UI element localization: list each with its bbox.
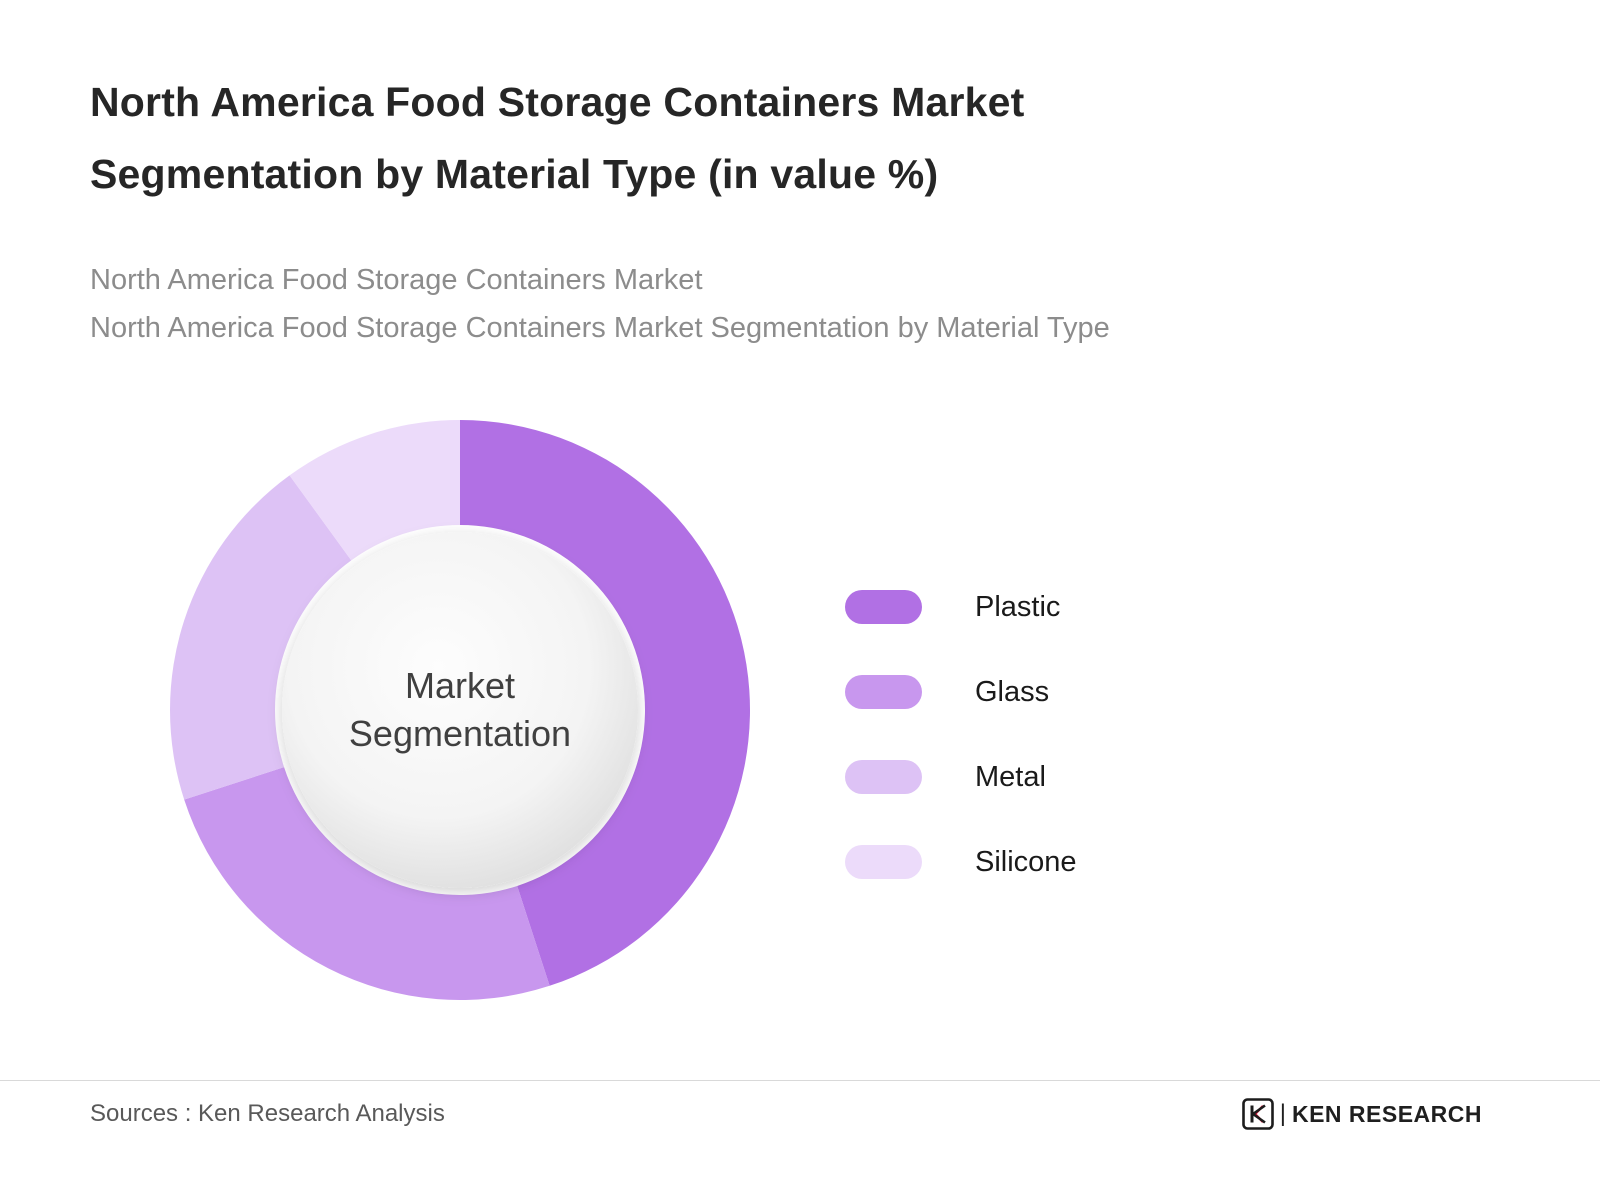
donut-segment-glass (184, 767, 550, 1000)
legend-item-metal: Metal (845, 760, 1077, 794)
legend-item-silicone: Silicone (845, 845, 1077, 879)
donut-chart: Market Segmentation (170, 420, 750, 1000)
subtitle-line-1: North America Food Storage Containers Ma… (90, 264, 703, 296)
brand-separator: | (1279, 1100, 1286, 1127)
legend-label-glass: Glass (975, 675, 1050, 708)
brand-logo: | KEN RESEARCH (1241, 1098, 1482, 1130)
donut-chart-svg (170, 420, 750, 1000)
legend-label-metal: Metal (975, 760, 1046, 793)
legend-item-glass: Glass (845, 675, 1077, 709)
ken-research-k-icon (1241, 1098, 1274, 1130)
donut-segment-plastic (460, 420, 750, 986)
source-text: Sources : Ken Research Analysis (90, 1100, 445, 1127)
page-title: North America Food Storage Containers Ma… (90, 79, 1025, 197)
donut-segments (170, 420, 750, 1000)
brand-name: KEN RESEARCH (1291, 1100, 1482, 1127)
chart-legend: Plastic Glass Metal Silicone (845, 590, 1077, 930)
legend-swatch-silicone (845, 845, 922, 879)
legend-swatch-metal (845, 760, 922, 794)
legend-swatch-glass (845, 675, 922, 709)
legend-swatch-plastic (845, 590, 922, 624)
legend-label-plastic: Plastic (975, 590, 1061, 623)
legend-label-silicone: Silicone (975, 845, 1077, 878)
subtitle-line-2: North America Food Storage Containers Ma… (90, 312, 1110, 344)
subtitle-block: North America Food Storage Containers Ma… (90, 256, 1110, 352)
donut-segment-metal (170, 475, 352, 800)
donut-center-circle (282, 532, 638, 888)
footer-divider (0, 1080, 1600, 1081)
legend-item-plastic: Plastic (845, 590, 1077, 624)
donut-segment-silicone (289, 420, 460, 561)
